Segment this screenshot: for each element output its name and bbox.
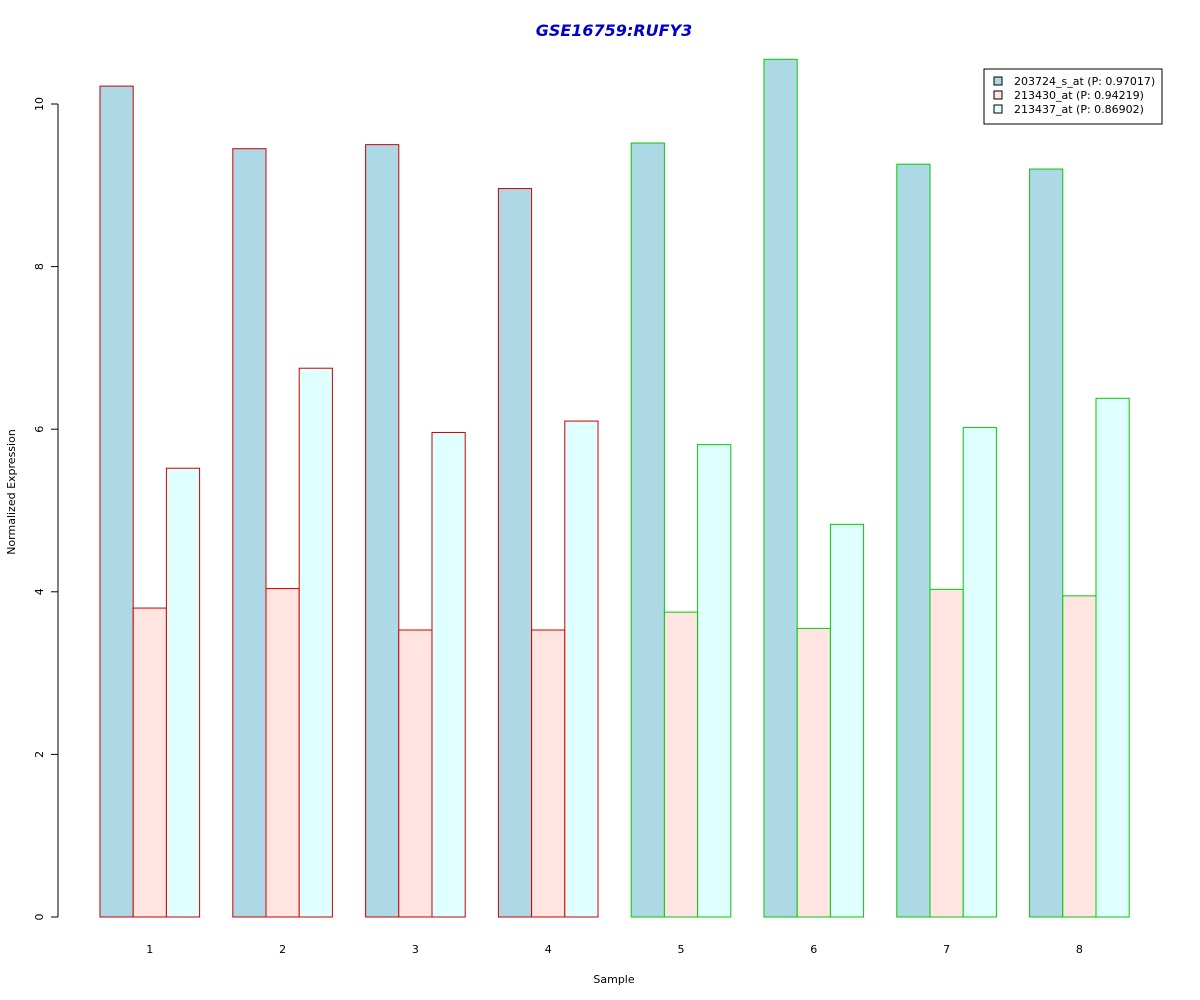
bar-sample-7-series-2 xyxy=(929,588,964,918)
legend-label: 213437_at (P: 0.86902) xyxy=(1014,103,1144,116)
legend-box xyxy=(983,68,1163,125)
bar-sample-8-series-1 xyxy=(1029,168,1064,918)
bar-sample-4-series-1 xyxy=(497,188,533,918)
y-tick-label: 6 xyxy=(33,426,46,433)
legend: 203724_s_at (P: 0.97017)213430_at (P: 0.… xyxy=(983,68,1163,125)
bar-sample-8-series-3 xyxy=(1095,397,1130,918)
y-tick-label: 8 xyxy=(33,263,46,270)
bar-sample-2-series-2 xyxy=(265,588,300,918)
x-axis-label: Sample xyxy=(593,973,634,986)
x-tick-label: 1 xyxy=(146,943,153,956)
legend-swatch xyxy=(993,76,1003,86)
bars xyxy=(99,58,1130,918)
x-tick-label: 5 xyxy=(678,943,685,956)
chart-title: GSE16759:RUFY3 xyxy=(536,21,693,40)
x-tick-label: 8 xyxy=(1076,943,1083,956)
bar-sample-7-series-3 xyxy=(962,427,997,918)
bar-sample-4-series-2 xyxy=(531,629,566,918)
x-axis-tick-labels: 1 2 3 4 5 6 7 8 xyxy=(146,943,1083,956)
bar-sample-6-series-3 xyxy=(829,523,865,918)
y-tick-label: 4 xyxy=(33,588,46,595)
bar-sample-1-series-1 xyxy=(99,85,134,918)
bar-sample-3-series-2 xyxy=(398,629,433,918)
bar-sample-3-series-3 xyxy=(431,431,466,918)
bar-sample-2-series-1 xyxy=(232,148,267,918)
x-tick-label: 7 xyxy=(943,943,950,956)
x-tick-label: 2 xyxy=(279,943,286,956)
bar-sample-1-series-2 xyxy=(132,607,167,918)
bar-sample-1-series-3 xyxy=(165,467,201,918)
bar-sample-5-series-3 xyxy=(697,444,732,918)
bar-sample-2-series-3 xyxy=(298,367,333,918)
bar-sample-7-series-1 xyxy=(896,163,931,918)
legend-swatch xyxy=(993,104,1003,114)
y-tick-label: 2 xyxy=(33,751,46,758)
bar-sample-4-series-3 xyxy=(564,420,599,918)
y-tick-label: 10 xyxy=(33,97,46,111)
y-axis-ticks: 0 2 4 6 8 10 xyxy=(33,97,58,921)
x-tick-label: 4 xyxy=(545,943,552,956)
bar-sample-5-series-1 xyxy=(630,142,665,918)
x-tick-label: 6 xyxy=(810,943,817,956)
x-tick-label: 3 xyxy=(412,943,419,956)
y-axis-label: Normalized Expression xyxy=(5,429,18,555)
y-tick-label: 0 xyxy=(33,914,46,921)
bar-sample-6-series-2 xyxy=(796,627,831,918)
legend-label: 203724_s_at (P: 0.97017) xyxy=(1014,75,1155,88)
legend-swatch xyxy=(993,90,1003,100)
bar-sample-8-series-2 xyxy=(1062,595,1097,918)
legend-label: 213430_at (P: 0.94219) xyxy=(1014,89,1144,102)
bar-sample-6-series-1 xyxy=(763,58,798,918)
bar-sample-5-series-2 xyxy=(663,611,699,918)
bar-sample-3-series-1 xyxy=(365,144,400,918)
